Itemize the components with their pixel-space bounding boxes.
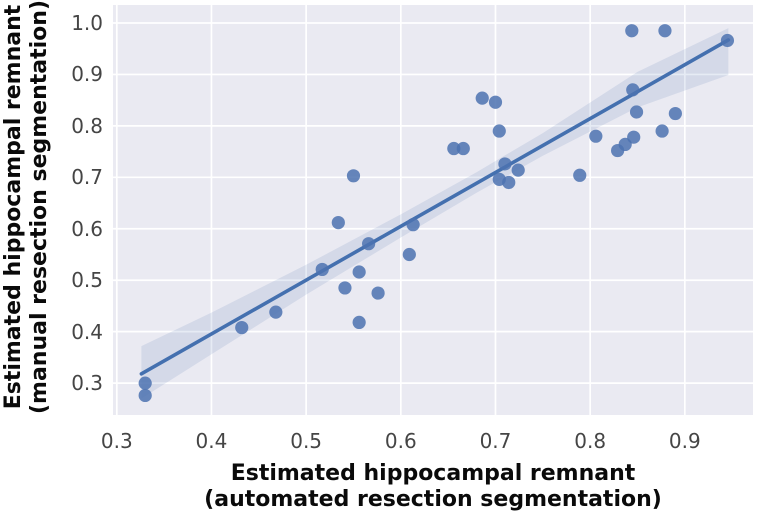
y-tick-label: 0.5 <box>71 268 103 293</box>
x-axis-label-line1: Estimated hippocampal remnant <box>230 461 636 486</box>
scatter-point <box>352 315 366 330</box>
y-axis-label: Estimated hippocampal remnant (manual re… <box>1 0 53 414</box>
x-tick-label: 0.3 <box>100 429 133 453</box>
scatter-point <box>655 124 669 138</box>
scatter-point <box>573 168 587 182</box>
y-tick-label: 1.0 <box>71 11 103 35</box>
scatter-point <box>627 130 641 144</box>
y-axis-label-line1: Estimated hippocampal remnant <box>1 4 26 410</box>
scatter-point <box>498 157 512 171</box>
scatter-point <box>720 33 735 48</box>
scatter-point <box>625 24 639 38</box>
scatter-point <box>447 141 461 156</box>
x-tick-label: 0.9 <box>668 429 701 453</box>
x-tick-label: 0.6 <box>384 429 417 453</box>
scatter-point <box>338 281 352 295</box>
scatter-point <box>668 106 682 121</box>
y-tick-label: 0.6 <box>71 216 103 241</box>
x-tick-label: 0.5 <box>290 429 323 453</box>
scatter-points <box>138 24 735 403</box>
scatter-point <box>362 237 376 251</box>
x-tick-label: 0.8 <box>574 429 607 453</box>
scatter-point <box>502 175 516 190</box>
y-tick-label: 0.9 <box>71 62 103 87</box>
scatter-point <box>511 163 525 177</box>
confidence-band <box>141 28 729 399</box>
scatter-point <box>402 247 416 262</box>
scatter-point <box>492 124 506 138</box>
scatter-point <box>626 83 640 97</box>
y-tick-label: 0.7 <box>71 165 103 190</box>
scatter-point <box>346 169 361 183</box>
y-tick-label: 0.8 <box>71 113 103 138</box>
scatter-point <box>138 388 152 403</box>
scatter-point <box>235 320 249 335</box>
scatter-point <box>138 376 152 390</box>
scatter-point <box>331 216 345 230</box>
scatter-point <box>352 265 366 279</box>
scatter-point <box>269 305 283 319</box>
x-tick-label: 0.7 <box>479 429 512 453</box>
x-tick-label: 0.4 <box>195 429 228 453</box>
scatter-point <box>488 95 503 109</box>
scatter-point <box>406 218 420 232</box>
scatter-point <box>315 262 329 277</box>
x-axis-label: Estimated hippocampal remnant (automated… <box>204 461 662 513</box>
gridlines <box>113 5 753 415</box>
scatter-point <box>456 141 470 156</box>
scatter-point <box>658 24 672 38</box>
scatter-point <box>629 105 644 119</box>
y-tick-label: 0.4 <box>71 319 103 344</box>
x-axis-label-line2: (automated resection segmentation) <box>204 487 662 512</box>
y-tick-label: 0.3 <box>71 371 103 396</box>
y-axis-label-line2: (manual resection segmentation) <box>27 0 52 415</box>
scatter-point <box>589 129 603 143</box>
scatter-point <box>475 91 489 105</box>
scatter-point <box>371 286 385 300</box>
